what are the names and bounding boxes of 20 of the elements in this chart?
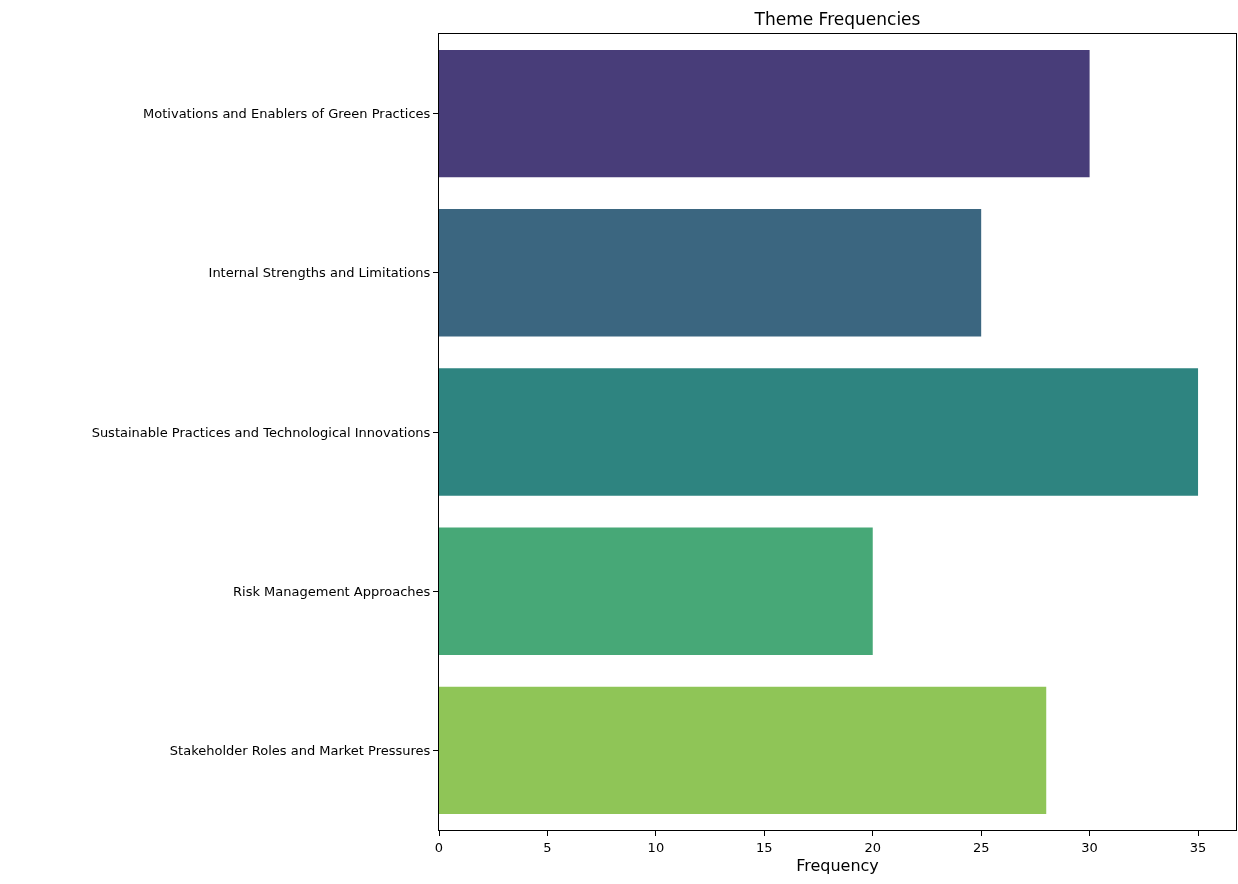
bar (439, 527, 873, 655)
y-tick-label: Sustainable Practices and Technological Innovations (91, 424, 431, 440)
x-tick-label: 25 (972, 839, 990, 855)
y-tick-label: Motivations and Enablers of Green Practices (143, 106, 431, 122)
y-tick-label: Stakeholder Roles and Market Pressures (169, 742, 431, 758)
x-tick-label: 10 (647, 839, 665, 855)
bar (439, 49, 1090, 178)
x-tick-label: 35 (1189, 839, 1207, 855)
x-tick-label: 5 (543, 839, 552, 855)
x-axis-title: Frequency (796, 856, 879, 876)
bar (439, 209, 982, 337)
bar (439, 368, 1199, 496)
x-tick-label: 0 (434, 839, 444, 855)
x-tick-label: 30 (1081, 839, 1098, 855)
y-tick-label: Risk Management Approaches (233, 583, 431, 599)
chart-title: Theme Frequencies (753, 9, 921, 30)
y-tick-label: Internal Strengths and Limitations (208, 265, 431, 281)
x-tick-label: 15 (756, 839, 773, 855)
bar (439, 686, 1047, 815)
x-tick-label: 20 (864, 839, 882, 855)
